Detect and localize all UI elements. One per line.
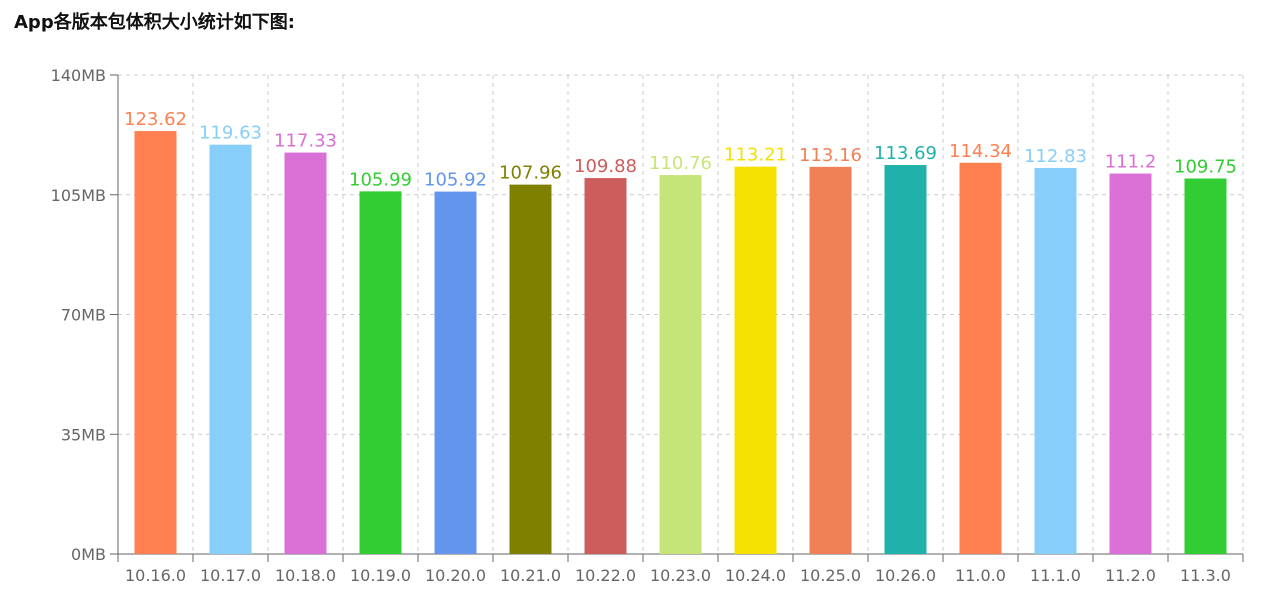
x-tick-label: 10.19.0 (350, 566, 411, 585)
x-tick-label: 10.26.0 (875, 566, 936, 585)
bar (959, 162, 1002, 554)
bar (1109, 173, 1152, 554)
data-label: 117.33 (274, 131, 337, 152)
bar (284, 152, 327, 554)
data-label: 112.83 (1024, 146, 1087, 167)
bar (884, 165, 927, 554)
x-tick-label: 10.25.0 (800, 566, 861, 585)
bar (434, 191, 477, 554)
x-tick-label: 10.16.0 (125, 566, 186, 585)
x-tick-label: 10.24.0 (725, 566, 786, 585)
x-tick-label: 10.21.0 (500, 566, 561, 585)
data-label: 114.34 (949, 141, 1012, 162)
bar (209, 144, 252, 554)
x-tick-label: 10.20.0 (425, 566, 486, 585)
data-label: 105.92 (424, 170, 487, 191)
data-label: 109.88 (574, 156, 637, 177)
labels-layer: 123.62 119.63 117.33 105.99 105.92 107.96 109.… (124, 109, 1237, 191)
bar (734, 166, 777, 554)
data-label: 105.99 (349, 169, 412, 190)
bar (359, 191, 402, 554)
data-label: 123.62 (124, 109, 187, 130)
y-tick-label: 35MB (61, 425, 106, 444)
bars-layer (134, 131, 1227, 555)
bar (1184, 178, 1227, 554)
bar (809, 166, 852, 554)
y-tick-label: 70MB (61, 306, 106, 325)
x-tick-label: 10.18.0 (275, 566, 336, 585)
y-tick-labels: 0MB 35MB 70MB 105MB 140MB (51, 66, 106, 564)
data-label: 110.76 (649, 153, 712, 174)
x-tick-labels: 10.16.0 10.17.0 10.18.0 10.19.0 10.20.0 10.21… (125, 566, 1231, 585)
data-label: 113.21 (724, 145, 787, 166)
x-tick-label: 10.23.0 (650, 566, 711, 585)
y-tick-label: 140MB (51, 66, 106, 85)
bar (134, 131, 177, 554)
x-tick-label: 11.1.0 (1030, 566, 1081, 585)
x-tick-label: 11.0.0 (955, 566, 1006, 585)
x-tick-label: 10.22.0 (575, 566, 636, 585)
bar (584, 178, 627, 555)
x-tick-label: 11.3.0 (1180, 566, 1231, 585)
data-label: 113.69 (874, 143, 937, 164)
bar (509, 184, 552, 555)
data-label: 113.16 (799, 145, 862, 166)
data-label: 111.2 (1105, 152, 1157, 173)
y-tick-label: 0MB (71, 545, 106, 564)
x-tick-label: 10.17.0 (200, 566, 261, 585)
data-label: 107.96 (499, 163, 562, 184)
data-label: 119.63 (199, 123, 262, 144)
y-tick-label: 105MB (51, 186, 106, 205)
bar (1034, 167, 1077, 555)
page-title: App各版本包体积大小统计如下图: (14, 12, 295, 33)
data-label: 109.75 (1174, 156, 1237, 177)
bar (659, 175, 702, 554)
x-tick-label: 11.2.0 (1105, 566, 1156, 585)
